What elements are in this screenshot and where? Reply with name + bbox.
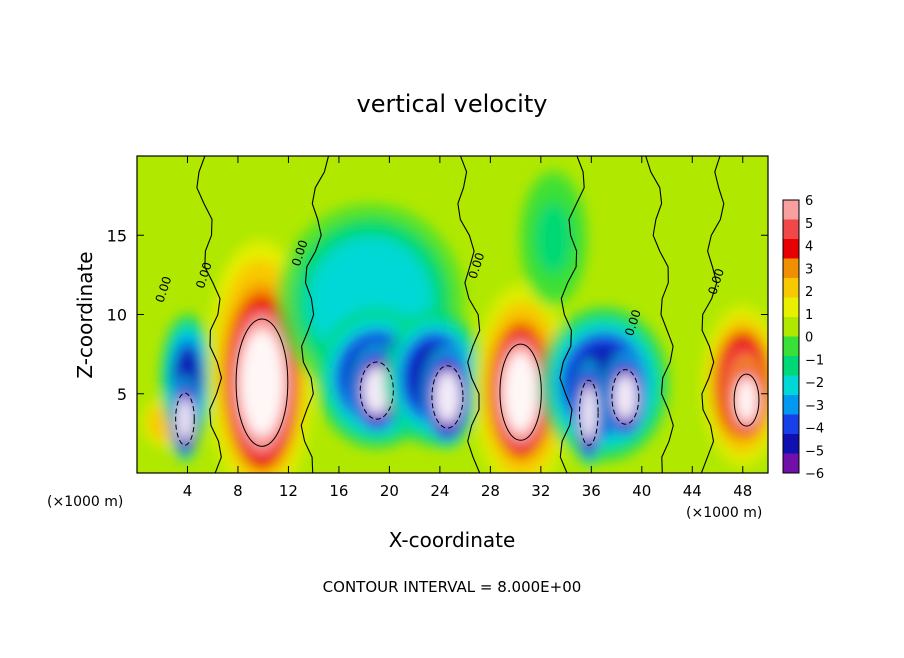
colorbar-swatch [783,336,799,357]
x-tick-label: 36 [582,482,601,500]
velocity-cell [240,329,284,437]
contour-line [499,343,542,441]
x-unit-right: (×1000 m) [686,505,762,521]
contour-lines [175,156,760,473]
velocity-cell [736,378,757,422]
x-tick-label: 28 [481,482,500,500]
velocity-cell [614,373,637,420]
chart-title: vertical velocity [357,90,548,118]
velocity-cells [138,169,768,473]
x-tick-label: 16 [329,482,348,500]
y-axis-label: Z-coordinate [73,251,97,378]
velocity-cell [177,397,193,441]
y-tick-label: 10 [107,306,127,325]
colorbar-swatch [783,258,799,279]
contour-line [611,369,640,425]
colorbar-swatch [783,239,799,259]
colorbar-swatch [783,434,799,454]
colorbar-tick-label: −5 [805,444,824,459]
velocity-cell [434,370,461,424]
colorbar-tick-label: −3 [805,399,824,414]
colorbar-frame [782,199,800,474]
colorbar-swatch [783,297,799,318]
colorbar: 6 5 4 3 2 1 0 −1 −2 −3 −4 −5 −6 [782,194,824,482]
velocity-cell [580,385,597,441]
zero-contour [559,156,585,473]
zero-contour [645,156,674,473]
x-tick-label: 44 [683,482,702,500]
colorbar-tick-label: 0 [805,331,813,346]
colorbar-tick-label: 2 [805,285,813,300]
y-axis-ticks: 5 10 15 [107,226,768,404]
x-tick-label: 48 [733,482,752,500]
zero-contour [700,156,725,473]
colorbar-swatch [783,453,799,474]
x-tick-label: 40 [632,482,651,500]
contour-line [175,392,195,446]
zero-contour [196,156,223,473]
colorbar-swatch [783,414,799,435]
contour-line [431,365,464,429]
colorbar-tick-label: 4 [805,240,813,255]
contour-interval-note: CONTOUR INTERVAL = 8.000E+00 [323,578,582,596]
colorbar-swatch [783,278,799,298]
colorbar-tick-label: 1 [805,308,813,323]
velocity-cell [536,203,571,274]
y-tick-label: 5 [117,385,127,404]
plot-field: 0.00 0.000.00 0.000.000.00 [137,156,768,473]
x-tick-label: 20 [380,482,399,500]
contour-line [235,318,289,447]
colorbar-swatch [783,317,799,337]
colorbar-swatch [783,395,799,415]
colorbar-tick-label: 6 [805,194,813,209]
contour-line [359,361,394,420]
colorbar-swatch [783,219,799,240]
x-axis-ticks: 4 8 12 16 20 24 28 32 36 40 44 48 [183,156,752,500]
zero-contour [300,156,330,473]
contour-line [578,379,599,446]
y-tick-label: 15 [107,226,127,245]
velocity-cell [503,351,539,433]
x-tick-label: 12 [279,482,298,500]
x-unit-left: (×1000 m) [47,494,123,510]
colorbar-tick-label: −2 [805,376,824,391]
colorbar-tick-label: 5 [805,217,813,232]
colorbar-tick-label: −1 [805,353,824,368]
zero-contour [457,156,481,473]
colorbar-tick-label: 3 [805,262,813,277]
colorbar-swatch [783,200,799,220]
x-tick-label: 8 [233,482,243,500]
x-axis-label: X-coordinate [389,528,516,552]
x-tick-label: 32 [531,482,550,500]
colorbar-tick-label: −6 [805,467,824,482]
contour-line [733,373,760,427]
x-tick-label: 4 [183,482,193,500]
colorbar-swatch [783,375,799,396]
colorbar-tick-label: −4 [805,422,824,437]
x-tick-label: 24 [430,482,449,500]
colorbar-swatch [783,356,799,376]
